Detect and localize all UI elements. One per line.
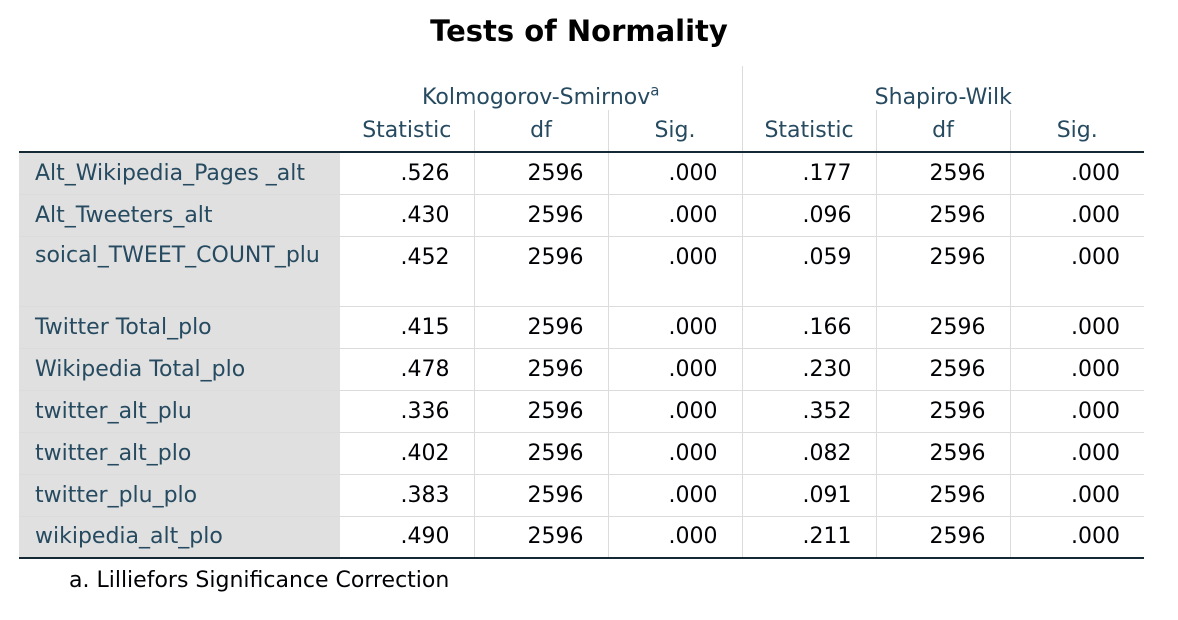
cell-sw-df: 2596 [876, 236, 1011, 307]
group-label-ks: Kolmogorov-Smirnov [422, 85, 651, 110]
cell-ks-statistic: .490 [340, 516, 475, 559]
cell-sw-sig: .000 [1010, 474, 1144, 517]
cell-ks-df: 2596 [474, 516, 609, 559]
cell-sw-df: 2596 [876, 306, 1011, 349]
cell-sw-sig: .000 [1010, 152, 1144, 195]
cell-sw-df: 2596 [876, 432, 1011, 475]
cell-ks-sig: .000 [608, 194, 743, 237]
cell-sw-statistic: .211 [742, 516, 877, 559]
cell-ks-df: 2596 [474, 474, 609, 517]
column-header-sw-sig: Sig. [1010, 110, 1144, 153]
table-row: Alt_Wikipedia_Pages _alt .526 2596.000.177… [19, 152, 1144, 195]
row-label: twitter_alt_plo [19, 432, 340, 475]
cell-ks-statistic: .336 [340, 390, 475, 433]
cell-sw-sig: .000 [1010, 306, 1144, 349]
cell-ks-statistic: .430 [340, 194, 475, 237]
cell-sw-statistic: .166 [742, 306, 877, 349]
column-header-ks-df: df [474, 110, 609, 153]
row-label: twitter_alt_plu [19, 390, 340, 433]
cell-sw-df: 2596 [876, 390, 1011, 433]
row-label: Alt_Tweeters_alt [19, 194, 340, 237]
cell-ks-statistic: .478 [340, 348, 475, 391]
table-footnote: a. Lilliefors Significance Correction [69, 568, 450, 593]
cell-sw-statistic: .096 [742, 194, 877, 237]
cell-sw-statistic: .059 [742, 236, 877, 307]
table-row: Alt_Tweeters_alt .430 2596.000.096 2596.000 [19, 194, 1144, 237]
cell-ks-df: 2596 [474, 152, 609, 195]
cell-sw-statistic: .352 [742, 390, 877, 433]
row-label: wikipedia_alt_plo [19, 516, 340, 559]
cell-ks-sig: .000 [608, 236, 743, 307]
cell-ks-df: 2596 [474, 348, 609, 391]
column-header-sw-df: df [876, 110, 1011, 153]
column-header-ks-sig: Sig. [608, 110, 743, 153]
cell-sw-statistic: .082 [742, 432, 877, 475]
cell-ks-statistic: .415 [340, 306, 475, 349]
table-row: Wikipedia Total_plo .478 2596.000.230 2596.… [19, 348, 1144, 391]
column-header-ks-statistic: Statistic [340, 110, 475, 153]
cell-ks-sig: .000 [608, 432, 743, 475]
cell-sw-statistic: .091 [742, 474, 877, 517]
row-label: Twitter Total_plo [19, 306, 340, 349]
table-row: twitter_plu_plo .383 2596.000.091 2596.000 [19, 474, 1144, 517]
corner-cell [19, 66, 340, 110]
table-title: Tests of Normality [430, 14, 728, 48]
row-label: twitter_plu_plo [19, 474, 340, 517]
group-header-shapiro-wilk: Shapiro-Wilk [874, 85, 1012, 110]
cell-ks-df: 2596 [474, 390, 609, 433]
cell-sw-sig: .000 [1010, 516, 1144, 559]
table-row: soical_TWEET_COUNT_plu .452 2596.000.059 25… [19, 236, 1144, 307]
cell-ks-statistic: .383 [340, 474, 475, 517]
cell-ks-sig: .000 [608, 516, 743, 559]
row-label: soical_TWEET_COUNT_plu [19, 236, 340, 307]
table-row: twitter_alt_plo .402 2596.000.082 2596.000 [19, 432, 1144, 475]
cell-ks-sig: .000 [608, 306, 743, 349]
cell-sw-df: 2596 [876, 194, 1011, 237]
corner-cell-lower [19, 110, 340, 153]
table-row: twitter_alt_plu .336 2596.000.352 2596.000 [19, 390, 1144, 433]
row-label: Alt_Wikipedia_Pages _alt [19, 152, 340, 195]
cell-ks-sig: .000 [608, 348, 743, 391]
cell-ks-df: 2596 [474, 236, 609, 307]
cell-ks-df: 2596 [474, 432, 609, 475]
cell-sw-statistic: .177 [742, 152, 877, 195]
cell-ks-df: 2596 [474, 194, 609, 237]
table-row: wikipedia_alt_plo .490 2596.000.211 2596.00… [19, 516, 1144, 559]
row-label: Wikipedia Total_plo [19, 348, 340, 391]
cell-sw-df: 2596 [876, 474, 1011, 517]
cell-sw-sig: .000 [1010, 348, 1144, 391]
cell-sw-df: 2596 [876, 152, 1011, 195]
group-header-row: Kolmogorov-Smirnova Shapiro-Wilk [19, 66, 1144, 110]
cell-sw-sig: .000 [1010, 390, 1144, 433]
column-header-sw-statistic: Statistic [742, 110, 877, 153]
cell-ks-sig: .000 [608, 390, 743, 433]
normality-table: Kolmogorov-Smirnova Shapiro-Wilk Statist… [19, 66, 1144, 559]
cell-ks-statistic: .402 [340, 432, 475, 475]
cell-ks-sig: .000 [608, 152, 743, 195]
cell-ks-statistic: .452 [340, 236, 475, 307]
cell-sw-sig: .000 [1010, 194, 1144, 237]
cell-sw-df: 2596 [876, 348, 1011, 391]
cell-ks-df: 2596 [474, 306, 609, 349]
column-header-row: Statistic df Sig. Statistic df Sig. [19, 110, 1144, 153]
table-row: Twitter Total_plo .415 2596.000.166 2596.00… [19, 306, 1144, 349]
footnote-marker: a [650, 81, 660, 100]
cell-sw-sig: .000 [1010, 236, 1144, 307]
cell-sw-df: 2596 [876, 516, 1011, 559]
cell-ks-sig: .000 [608, 474, 743, 517]
group-header-kolmogorov-smirnov: Kolmogorov-Smirnova [340, 66, 743, 110]
cell-ks-statistic: .526 [340, 152, 475, 195]
cell-sw-sig: .000 [1010, 432, 1144, 475]
cell-sw-statistic: .230 [742, 348, 877, 391]
